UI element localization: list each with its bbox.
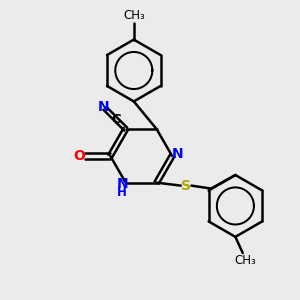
Text: N: N <box>172 147 183 161</box>
Text: H: H <box>117 186 127 199</box>
Text: CH₃: CH₃ <box>123 9 145 22</box>
Text: C: C <box>111 112 121 126</box>
Text: N: N <box>116 177 128 191</box>
Text: O: O <box>73 149 85 163</box>
Text: CH₃: CH₃ <box>235 254 256 267</box>
Text: S: S <box>181 178 191 193</box>
Text: N: N <box>98 100 109 114</box>
